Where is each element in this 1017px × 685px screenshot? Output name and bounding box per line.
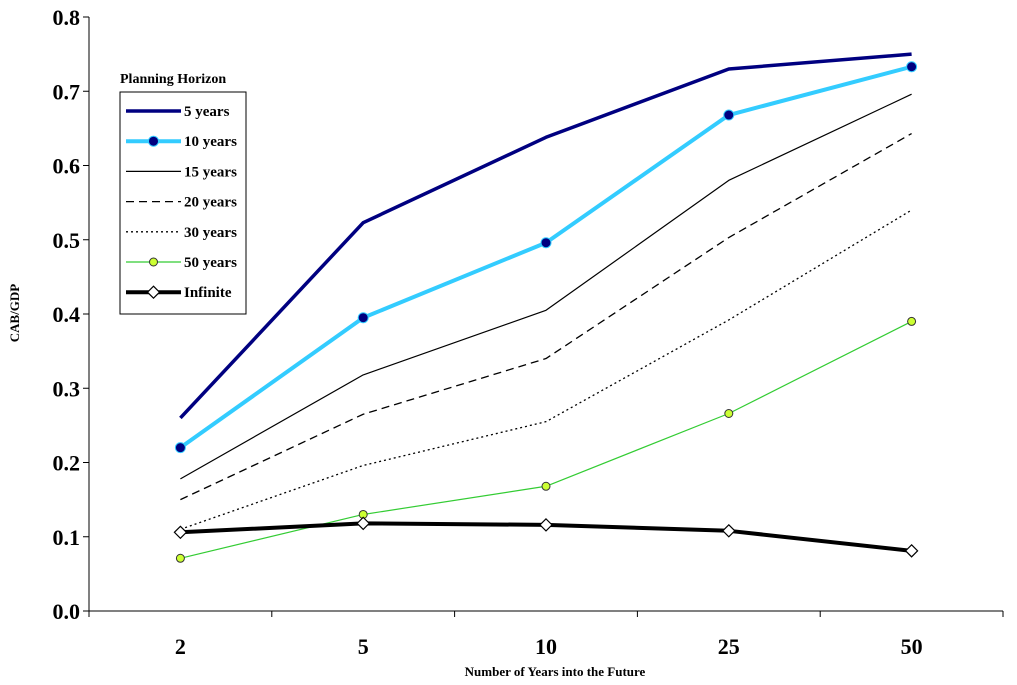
series-10-years [174, 61, 918, 454]
data-point-10-years [906, 61, 918, 73]
legend-marker [149, 257, 158, 267]
data-point-infinite [904, 544, 919, 558]
legend-label: 20 years [184, 195, 237, 211]
data-point-10-years [174, 442, 186, 454]
data-point-50-years [907, 316, 917, 326]
legend-item-50-years: 50 years [126, 255, 237, 271]
data-point-10-years [357, 312, 369, 324]
data-point-50-years [724, 408, 734, 418]
data-point-10-years [723, 109, 735, 121]
legend-marker [148, 135, 159, 147]
x-tick-label: 25 [718, 634, 740, 659]
data-point-10-years [540, 237, 552, 249]
y-tick-label: 0.0 [53, 599, 81, 624]
data-point-infinite [356, 516, 371, 531]
series-line-15-years [180, 93, 912, 480]
legend-item-15-years: 15 years [126, 164, 237, 180]
data-point-infinite [721, 523, 736, 538]
legend-title: Planning Horizon [120, 72, 226, 87]
series-layer [173, 52, 919, 563]
series-line-5-years [179, 52, 912, 420]
x-tick-label: 5 [358, 634, 369, 659]
legend-label: 5 years [184, 104, 230, 120]
y-tick-label: 0.6 [53, 154, 81, 179]
legend-item-20-years: 20 years [126, 195, 237, 211]
x-tick-label: 2 [175, 634, 186, 659]
data-point-infinite [539, 518, 553, 532]
y-axis-title: CAB/GDP [7, 284, 22, 343]
y-tick-label: 0.4 [53, 302, 81, 327]
series-line-10-years [179, 64, 913, 450]
legend-label: Infinite [184, 285, 232, 301]
legend-item-10-years: 10 years [126, 134, 237, 150]
y-tick-label: 0.8 [53, 5, 81, 30]
y-axis-ticks: 0.0 0.1 0.2 0.3 0.4 0.5 0.6 0.7 0.8 [53, 5, 89, 624]
series-30-years [180, 209, 912, 530]
legend-marker [146, 285, 161, 300]
x-tick-label: 50 [901, 634, 923, 659]
data-point-50-years [541, 481, 551, 491]
series-line-30-years [180, 209, 912, 530]
y-tick-label: 0.7 [53, 79, 81, 104]
x-axis-title: Number of Years into the Future [465, 664, 646, 679]
series-line-20-years [180, 133, 912, 501]
legend-item-30-years: 30 years [126, 225, 237, 241]
series-5-years [179, 52, 912, 420]
legend-label: 15 years [184, 164, 237, 180]
y-tick-label: 0.2 [53, 451, 81, 476]
y-tick-label: 0.1 [53, 525, 81, 550]
series-20-years [180, 133, 912, 501]
series-infinite [173, 516, 919, 558]
y-tick-label: 0.5 [53, 228, 81, 253]
y-tick-label: 0.3 [53, 376, 81, 401]
legend: Planning Horizon 5 years 10 years 15 years… [119, 72, 247, 315]
data-point-infinite [173, 525, 188, 540]
legend-item-5-years: 5 years [126, 104, 230, 120]
series-15-years [180, 93, 912, 480]
legend-label: 50 years [184, 255, 237, 271]
legend-label: 10 years [184, 134, 237, 150]
legend-box [119, 91, 247, 315]
x-tick-label: 10 [535, 634, 557, 659]
series-50-years [175, 316, 917, 563]
x-axis-ticks: 2 5 10 25 50 [88, 611, 1004, 659]
legend-label: 30 years [184, 225, 237, 241]
legend-item-infinite: Infinite [126, 285, 232, 301]
legend-items: 5 years 10 years 15 years 20 years 30 years 5… [126, 104, 237, 301]
data-point-50-years [175, 553, 185, 563]
